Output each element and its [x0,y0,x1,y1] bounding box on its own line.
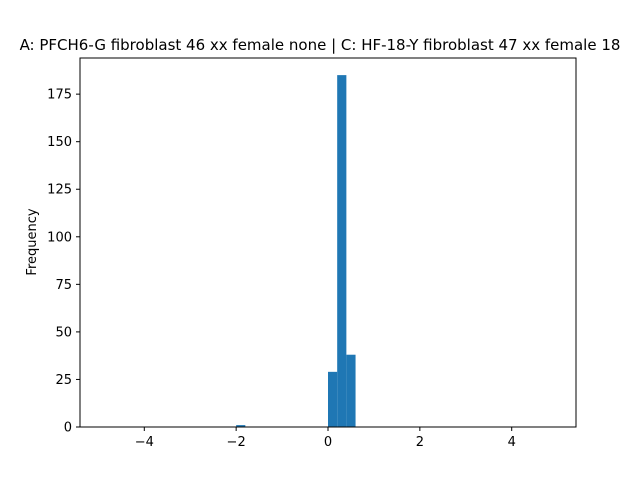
y-tick-label: 100 [47,230,72,245]
y-tick-label: 25 [55,373,72,388]
y-tick-label: 75 [55,278,72,293]
x-tick-label: 0 [324,435,332,450]
y-axis-ticks: 0 25 50 75 100 125 150 175 [47,88,80,436]
x-tick-label: 4 [508,435,516,450]
x-axis-ticks: −4 −2 0 2 4 [135,427,516,450]
y-axis-label: Frequency [25,208,40,275]
histogram-bar [236,425,246,427]
plot-area-frame [79,57,577,428]
histogram-bar [328,371,338,427]
x-tick-label: 2 [416,435,424,450]
y-tick-label: 125 [47,183,72,198]
histogram-bar [337,75,347,427]
y-tick-label: 0 [64,421,72,436]
x-tick-label: −2 [227,435,246,450]
chart-title: A: PFCH6-G fibroblast 46 xx female none … [20,36,621,54]
y-tick-label: 50 [55,325,72,340]
y-tick-label: 175 [47,88,72,103]
histogram-bars [236,75,356,427]
x-tick-label: −4 [135,435,154,450]
y-tick-label: 150 [47,135,72,150]
histogram-bar [346,354,356,427]
